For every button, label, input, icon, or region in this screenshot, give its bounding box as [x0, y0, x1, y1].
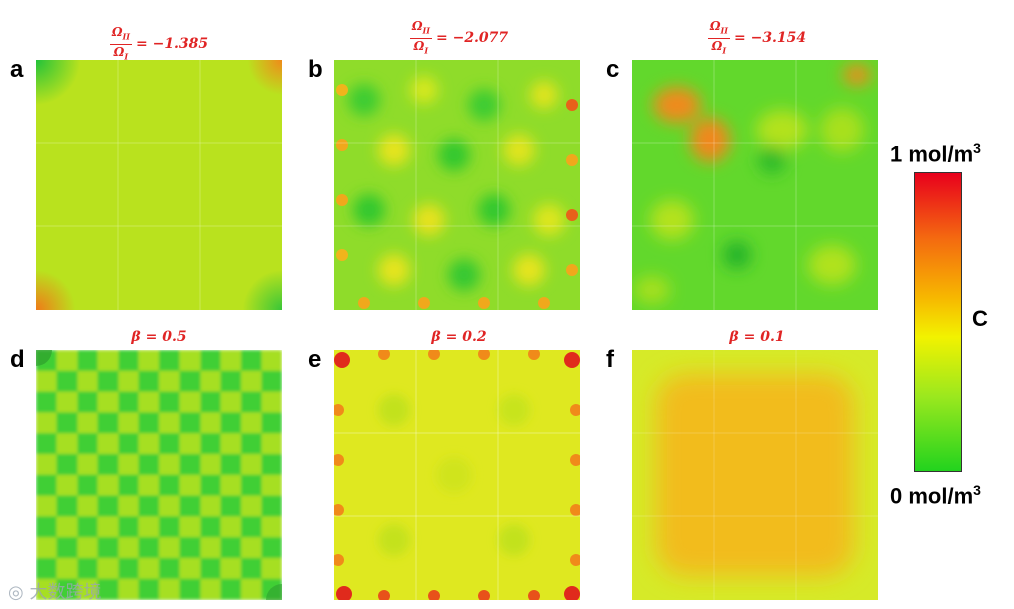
panel-a-heatmap: [36, 60, 282, 310]
panel-d-heatmap: [36, 350, 282, 600]
panel-d-label: d: [10, 346, 25, 373]
panel-e-label: e: [308, 346, 322, 373]
colorbar-variable-label: C: [972, 306, 988, 331]
panel-d-title: β = 0.5: [131, 329, 187, 345]
omega-ratio: ΩII ΩI: [707, 19, 730, 55]
panel-e-heatmap: [334, 350, 580, 600]
colorbar: [914, 172, 962, 472]
panel-b-title: ΩII ΩI = −2.077: [409, 19, 509, 55]
omega-ratio: ΩII ΩI: [409, 19, 432, 55]
panel-f-heatmap: [632, 350, 878, 600]
colorbar-max-label: 1 mol/m3: [890, 140, 981, 167]
omega-ratio: ΩII ΩI: [109, 25, 132, 61]
panel-b-label: b: [308, 56, 323, 83]
panel-c-label: c: [606, 56, 620, 83]
panel-e-title: β = 0.2: [431, 329, 487, 345]
watermark-logo: ◎ 大数跨境: [8, 582, 102, 603]
colorbar-min-label: 0 mol/m3: [890, 482, 981, 509]
watermark-icon: ◎: [8, 582, 24, 603]
panel-c-title: ΩII ΩI = −3.154: [707, 19, 807, 55]
panel-b-heatmap: [334, 60, 580, 310]
panel-f-label: f: [606, 346, 614, 373]
panel-f-title: β = 0.1: [729, 329, 785, 345]
panel-c-heatmap: [632, 60, 878, 310]
panel-a-title: ΩII ΩI = −1.385: [109, 25, 209, 61]
panel-a-label: a: [10, 56, 24, 83]
